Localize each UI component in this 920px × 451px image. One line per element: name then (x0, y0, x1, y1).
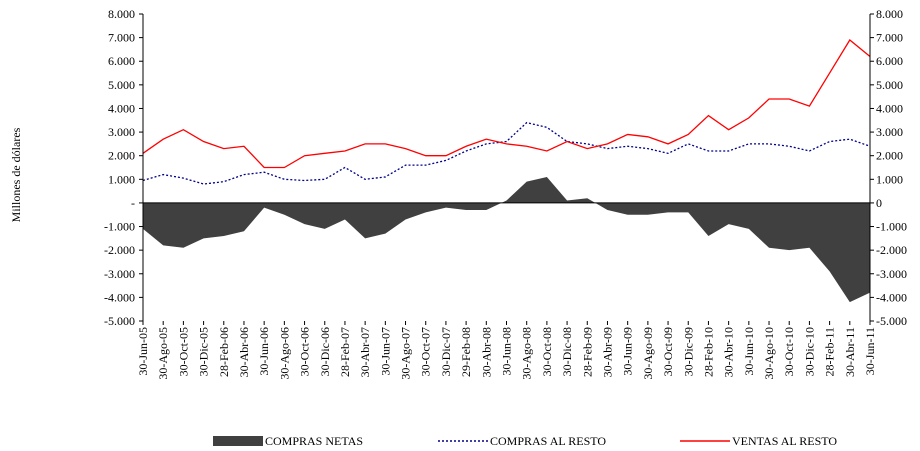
y-tick-label: 8.000 (108, 7, 135, 21)
x-tick-label: 30-Jun-05 (136, 327, 150, 376)
legend-label: COMPRAS AL RESTO (490, 434, 606, 448)
x-tick-label: 30-Dic-05 (197, 327, 211, 376)
x-tick-label: 30-Oct-09 (661, 327, 675, 376)
y-tick-label: 1.000 (108, 172, 135, 186)
x-tick-label: 30-Abr-08 (479, 327, 493, 377)
x-tick-label: 30-Jun-08 (500, 327, 514, 376)
area (143, 176, 870, 303)
y2-tick-label: 5.000 (876, 78, 903, 92)
x-tick-label: 30-Abr-06 (237, 327, 251, 377)
y-axis-label: Millones de dólares (9, 127, 23, 222)
x-tick-label: 30-Abr-09 (600, 327, 614, 377)
x-tick-label: 30-Ago-06 (277, 327, 291, 380)
y2-tick-label: -5.000 (876, 314, 907, 328)
x-tick-label: 30-Abr-11 (843, 327, 857, 377)
legend-swatch (213, 436, 263, 446)
legend-label: COMPRAS NETAS (265, 434, 363, 448)
line (142, 39, 871, 169)
y2-tick-label: -4.000 (876, 290, 907, 304)
x-tick-label: 30-Oct-06 (298, 327, 312, 376)
y2-tick-label: 4.000 (876, 101, 903, 115)
y2-tick-label: -3.000 (876, 267, 907, 281)
y-tick-label: 6.000 (108, 54, 135, 68)
x-tick-label: 30-Ago-09 (641, 327, 655, 380)
line (142, 121, 871, 185)
y-tick-label: - (131, 196, 135, 210)
y2-tick-label: 6.000 (876, 54, 903, 68)
x-tick-label: 30-Oct-08 (540, 327, 554, 376)
x-tick-label: 28-Feb-09 (580, 327, 594, 377)
y2-tick-label: -2.000 (876, 243, 907, 257)
y-tick-label: -1.000 (104, 220, 135, 234)
y-tick-label: 4.000 (108, 101, 135, 115)
x-tick-label: 28-Feb-07 (338, 327, 352, 377)
x-tick-label: 30-Ago-08 (520, 327, 534, 380)
x-tick-label: 30-Jun-09 (621, 327, 635, 376)
x-tick-label: 28-Feb-06 (217, 327, 231, 377)
x-tick-label: 30-Oct-10 (782, 327, 796, 376)
y-tick-label: 5.000 (108, 78, 135, 92)
x-tick-label: 28-Feb-10 (701, 327, 715, 377)
x-tick-label: 30-Ago-05 (156, 327, 170, 380)
y2-tick-label: 8.000 (876, 7, 903, 21)
x-tick-label: 30-Dic-07 (439, 327, 453, 376)
x-tick-label: 30-Jun-07 (378, 327, 392, 376)
x-tick-label: 30-Dic-09 (681, 327, 695, 376)
y2-tick-label: -1.000 (876, 220, 907, 234)
legend-label: VENTAS AL RESTO (732, 434, 837, 448)
y-tick-label: 3.000 (108, 125, 135, 139)
y-tick-label: 2.000 (108, 149, 135, 163)
y2-tick-label: 1.000 (876, 172, 903, 186)
x-tick-label: 29-Feb-08 (459, 327, 473, 377)
x-tick-label: 30-Abr-10 (722, 327, 736, 377)
y-tick-label: 7.000 (108, 31, 135, 45)
x-tick-label: 30-Ago-07 (399, 327, 413, 380)
x-tick-label: 30-Oct-05 (176, 327, 190, 376)
y-tick-label: -4.000 (104, 290, 135, 304)
x-tick-label: 30-Dic-08 (560, 327, 574, 376)
x-tick-label: 30-Dic-06 (318, 327, 332, 376)
y2-tick-label: 2.000 (876, 149, 903, 163)
y-tick-label: -5.000 (104, 314, 135, 328)
x-tick-label: 30-Abr-07 (358, 327, 372, 377)
x-tick-label: 30-Ago-10 (762, 327, 776, 380)
x-tick-label: 30-Jun-11 (863, 327, 877, 375)
x-tick-label: 30-Oct-07 (419, 327, 433, 376)
y-tick-label: -3.000 (104, 267, 135, 281)
x-tick-label: 30-Jun-06 (257, 327, 271, 376)
y-tick-label: -2.000 (104, 243, 135, 257)
y2-tick-label: 7.000 (876, 31, 903, 45)
x-tick-label: 28-Feb-11 (823, 327, 837, 377)
x-tick-label: 30-Jun-10 (742, 327, 756, 376)
x-tick-label: 30-Dic-10 (802, 327, 816, 376)
y2-tick-label: 0 (876, 196, 882, 210)
y2-tick-label: 3.000 (876, 125, 903, 139)
